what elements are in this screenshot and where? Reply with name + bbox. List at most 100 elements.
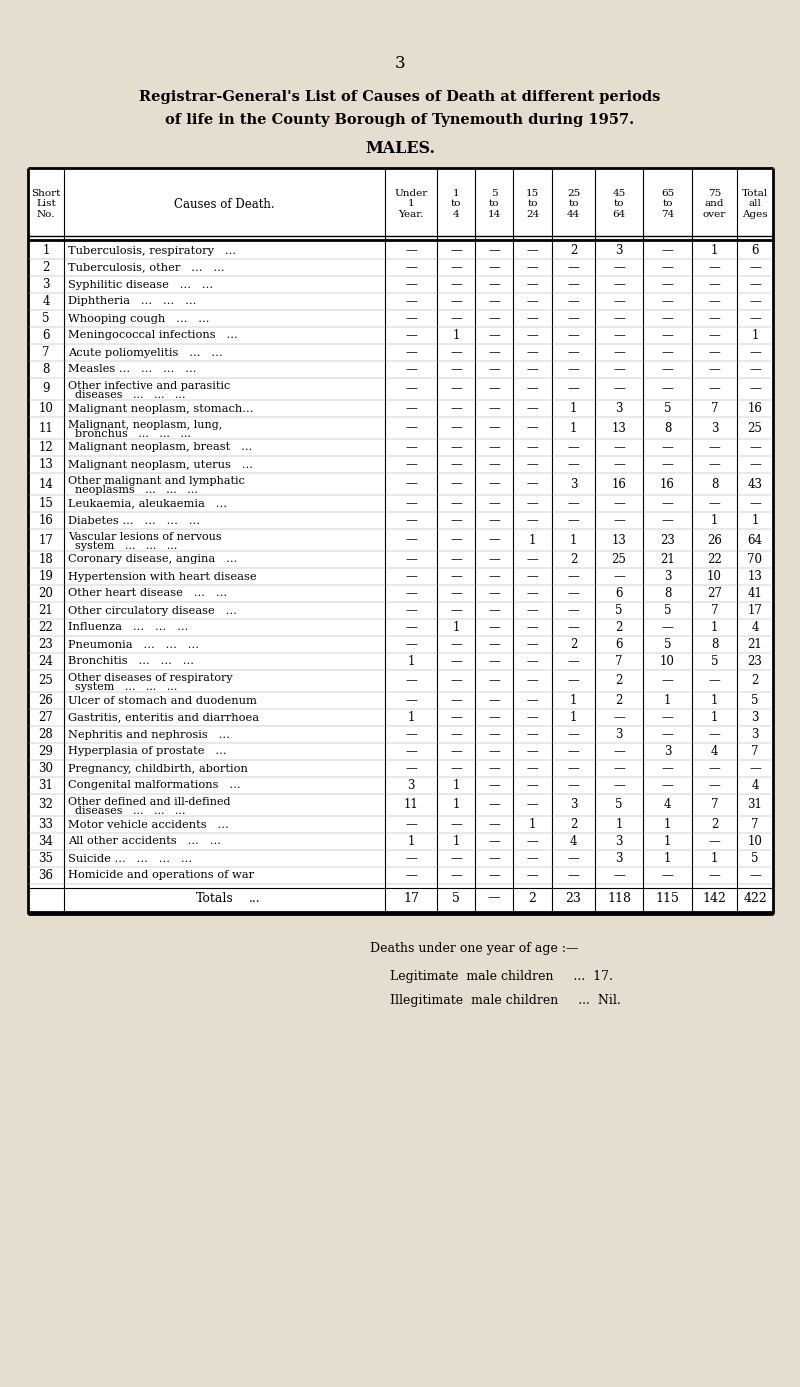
Text: 3: 3 — [42, 277, 50, 291]
Text: Influenza   ...   ...   ...: Influenza ... ... ... — [68, 623, 188, 632]
Text: Suicide ...   ...   ...   ...: Suicide ... ... ... ... — [68, 853, 192, 864]
Text: —: — — [526, 870, 538, 882]
Text: 8: 8 — [711, 477, 718, 491]
Text: —: — — [709, 497, 720, 510]
Text: —: — — [709, 383, 720, 395]
Text: —: — — [405, 441, 417, 454]
Text: —: — — [488, 363, 500, 376]
Text: —: — — [405, 534, 417, 546]
Text: of life in the County Borough of Tynemouth during 1957.: of life in the County Borough of Tynemou… — [166, 112, 634, 128]
Text: —: — — [450, 345, 462, 359]
Text: —: — — [488, 441, 500, 454]
Text: —: — — [613, 779, 625, 792]
Text: —: — — [488, 458, 500, 472]
Text: Legitimate  male children     ...  17.: Legitimate male children ... 17. — [390, 970, 613, 983]
Text: 3: 3 — [615, 728, 622, 741]
Text: —: — — [405, 295, 417, 308]
Text: —: — — [450, 728, 462, 741]
Text: 1: 1 — [529, 818, 536, 831]
Text: —: — — [450, 870, 462, 882]
Text: —: — — [405, 694, 417, 707]
Text: —: — — [662, 728, 674, 741]
Text: Malignant neoplasm, breast   ...: Malignant neoplasm, breast ... — [68, 442, 252, 452]
Text: —: — — [662, 441, 674, 454]
Text: 6: 6 — [615, 587, 622, 601]
Text: —: — — [613, 870, 625, 882]
Text: 1
to
4: 1 to 4 — [450, 189, 462, 219]
Text: —: — — [526, 277, 538, 291]
Text: —: — — [526, 261, 538, 275]
Text: —: — — [405, 345, 417, 359]
Text: —: — — [526, 329, 538, 343]
Text: —: — — [613, 363, 625, 376]
Text: —: — — [568, 761, 579, 775]
Text: —: — — [568, 621, 579, 634]
Text: 1: 1 — [407, 835, 414, 847]
Text: 1: 1 — [452, 835, 460, 847]
Text: —: — — [662, 779, 674, 792]
Text: 1: 1 — [711, 712, 718, 724]
Text: 1: 1 — [664, 835, 671, 847]
Text: —: — — [526, 363, 538, 376]
Text: 4: 4 — [570, 835, 578, 847]
Text: —: — — [662, 383, 674, 395]
Text: Pneumonia   ...   ...   ...: Pneumonia ... ... ... — [68, 639, 199, 649]
Text: —: — — [405, 402, 417, 415]
Text: 12: 12 — [38, 441, 54, 454]
Text: —: — — [709, 261, 720, 275]
Text: —: — — [526, 621, 538, 634]
Text: 142: 142 — [702, 892, 726, 904]
Text: 22: 22 — [707, 553, 722, 566]
Text: —: — — [450, 674, 462, 688]
Text: —: — — [488, 870, 500, 882]
Text: —: — — [405, 477, 417, 491]
Text: 2: 2 — [570, 553, 577, 566]
Text: 5: 5 — [42, 312, 50, 325]
Text: 2: 2 — [615, 694, 622, 707]
Text: 3: 3 — [710, 422, 718, 434]
Text: 21: 21 — [660, 553, 675, 566]
Text: 16: 16 — [747, 402, 762, 415]
Text: 1: 1 — [452, 779, 460, 792]
Text: 13: 13 — [747, 570, 762, 583]
Text: 41: 41 — [747, 587, 762, 601]
Text: 22: 22 — [38, 621, 54, 634]
Text: —: — — [568, 329, 579, 343]
Text: 10: 10 — [38, 402, 54, 415]
Text: Whooping cough   ...   ...: Whooping cough ... ... — [68, 313, 210, 323]
Text: —: — — [613, 515, 625, 527]
Text: 3: 3 — [615, 402, 622, 415]
Text: 14: 14 — [38, 477, 54, 491]
Text: 19: 19 — [38, 570, 54, 583]
Text: —: — — [662, 261, 674, 275]
Text: system   ...   ...   ...: system ... ... ... — [68, 541, 178, 551]
Text: —: — — [613, 712, 625, 724]
Text: —: — — [568, 655, 579, 669]
Text: —: — — [450, 818, 462, 831]
Text: —: — — [709, 312, 720, 325]
Text: —: — — [613, 295, 625, 308]
Text: 2: 2 — [570, 244, 577, 257]
Text: 3: 3 — [615, 852, 622, 865]
Text: —: — — [526, 458, 538, 472]
Text: —: — — [450, 497, 462, 510]
Text: 1: 1 — [407, 712, 414, 724]
Text: —: — — [526, 779, 538, 792]
Text: 2: 2 — [570, 638, 577, 651]
Text: 3: 3 — [407, 779, 414, 792]
Text: —: — — [488, 638, 500, 651]
Text: —: — — [450, 745, 462, 759]
Text: —: — — [526, 244, 538, 257]
Text: —: — — [488, 587, 500, 601]
Text: Hypertension with heart disease: Hypertension with heart disease — [68, 571, 257, 581]
Text: —: — — [709, 363, 720, 376]
Text: 23: 23 — [38, 638, 54, 651]
Text: Causes of Death.: Causes of Death. — [174, 197, 275, 211]
Text: —: — — [526, 603, 538, 617]
Text: —: — — [488, 277, 500, 291]
Text: 4: 4 — [710, 745, 718, 759]
Text: —: — — [405, 621, 417, 634]
Text: 30: 30 — [38, 761, 54, 775]
Text: —: — — [405, 244, 417, 257]
Text: —: — — [568, 745, 579, 759]
